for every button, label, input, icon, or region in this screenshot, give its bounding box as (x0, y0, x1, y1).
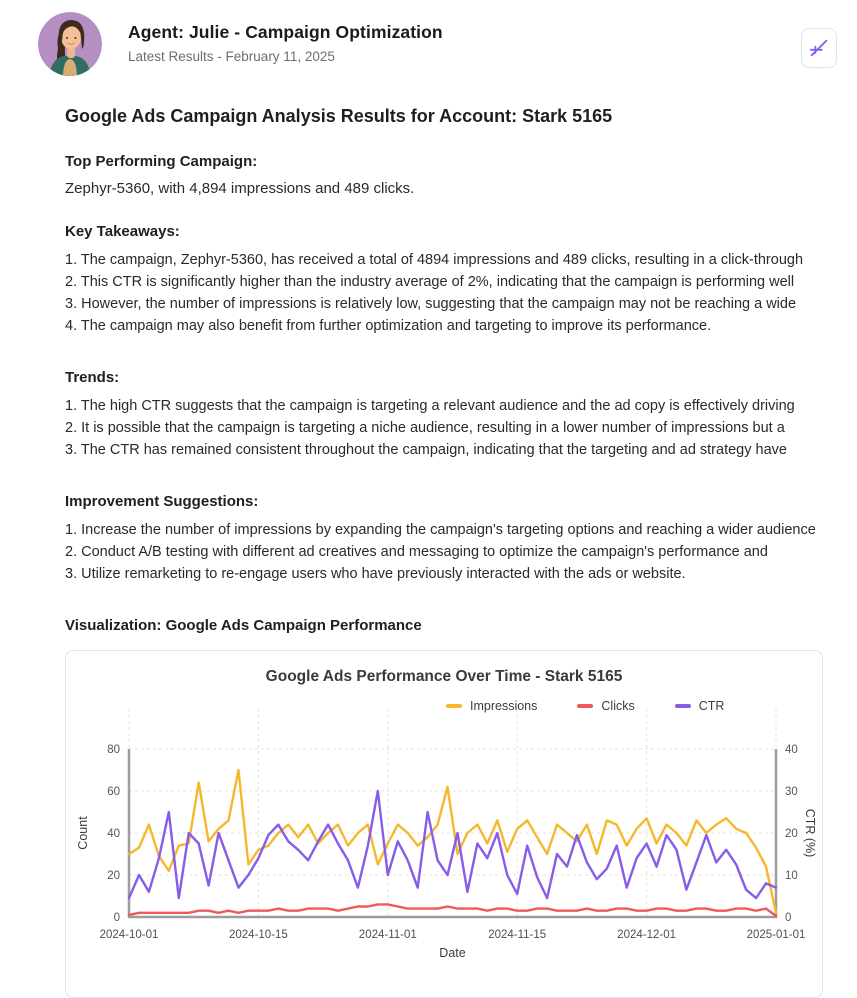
svg-text:20: 20 (785, 828, 798, 840)
svg-text:CTR (%): CTR (%) (803, 809, 817, 858)
page-title: Google Ads Campaign Analysis Results for… (65, 106, 613, 126)
svg-text:2025-01-01: 2025-01-01 (747, 929, 806, 941)
svg-text:40: 40 (107, 828, 120, 840)
agent-title: Agent: Julie - Campaign Optimization (128, 22, 443, 42)
legend-item-impressions[interactable]: Impressions (446, 699, 537, 713)
list-item: 3. However, the number of impressions is… (65, 296, 797, 312)
chart-legend: Impressions Clicks CTR (446, 699, 724, 713)
list-item: 1. The high CTR suggests that the campai… (65, 398, 795, 414)
key-takeaways-list: 1. The campaign, Zephyr-5360, has receiv… (65, 249, 825, 337)
legend-label: CTR (698, 699, 725, 713)
list-item: 2. This CTR is significantly higher than… (65, 274, 795, 290)
svg-text:Date: Date (439, 946, 465, 960)
chart-card: Google Ads Performance Over Time - Stark… (65, 650, 823, 998)
svg-text:10: 10 (785, 870, 798, 882)
svg-text:2024-10-01: 2024-10-01 (100, 929, 159, 941)
svg-text:Count: Count (76, 816, 90, 850)
svg-text:20: 20 (107, 870, 120, 882)
svg-text:60: 60 (107, 786, 120, 798)
svg-text:40: 40 (785, 744, 798, 756)
list-item: 1. The campaign, Zephyr-5360, has receiv… (65, 252, 804, 268)
report-content: Google Ads Campaign Analysis Results for… (65, 106, 825, 998)
section-heading-top-performing: Top Performing Campaign: (65, 153, 258, 170)
improvements-list: 1. Increase the number of impressions by… (65, 519, 825, 585)
section-heading-improvements: Improvement Suggestions: (65, 493, 259, 510)
top-performing-text: Zephyr-5360, with 4,894 impressions and … (65, 180, 415, 197)
svg-text:2024-11-15: 2024-11-15 (488, 929, 546, 941)
chart-action-button[interactable] (801, 28, 837, 68)
list-item: 2. Conduct A/B testing with different ad… (65, 544, 768, 560)
legend-label: Clicks (601, 699, 635, 713)
list-item: 1. Increase the number of impressions by… (65, 522, 816, 538)
svg-text:2024-12-01: 2024-12-01 (617, 929, 676, 941)
impressions-swatch (446, 704, 462, 708)
trends-list: 1. The high CTR suggests that the campai… (65, 395, 825, 461)
trend-line-icon (809, 39, 828, 57)
legend-item-ctr[interactable]: CTR (674, 699, 725, 713)
svg-text:80: 80 (107, 744, 120, 756)
performance-chart-svg[interactable]: 0 20 40 60 80 0 10 20 30 40 2024-10-01 2024-10-15 20… (66, 651, 822, 997)
agent-header: Agent: Julie - Campaign Optimization Lat… (0, 0, 857, 76)
agent-subtitle: Latest Results - February 11, 2025 (128, 49, 335, 64)
avatar-illustration (38, 12, 102, 76)
clicks-swatch (577, 704, 594, 708)
agent-avatar (38, 12, 102, 76)
svg-text:2024-11-01: 2024-11-01 (359, 929, 417, 941)
legend-item-clicks[interactable]: Clicks (577, 699, 635, 713)
list-item: 3. The CTR has remained consistent throu… (65, 442, 787, 458)
section-heading-key-takeaways: Key Takeaways: (65, 223, 180, 240)
svg-text:0: 0 (114, 912, 120, 924)
svg-text:2024-10-15: 2024-10-15 (229, 929, 288, 941)
visualization-heading: Visualization: Google Ads Campaign Perfo… (65, 617, 422, 634)
ctr-swatch (674, 704, 691, 708)
list-item: 3. Utilize remarketing to re-engage user… (65, 566, 686, 582)
chart-title: Google Ads Performance Over Time - Stark… (265, 668, 623, 685)
svg-text:30: 30 (785, 786, 798, 798)
svg-text:0: 0 (785, 912, 791, 924)
list-item: 4. The campaign may also benefit from fu… (65, 318, 712, 334)
list-item: 2. It is possible that the campaign is t… (65, 420, 785, 436)
section-heading-trends: Trends: (65, 369, 120, 386)
legend-label: Impressions (470, 699, 538, 713)
